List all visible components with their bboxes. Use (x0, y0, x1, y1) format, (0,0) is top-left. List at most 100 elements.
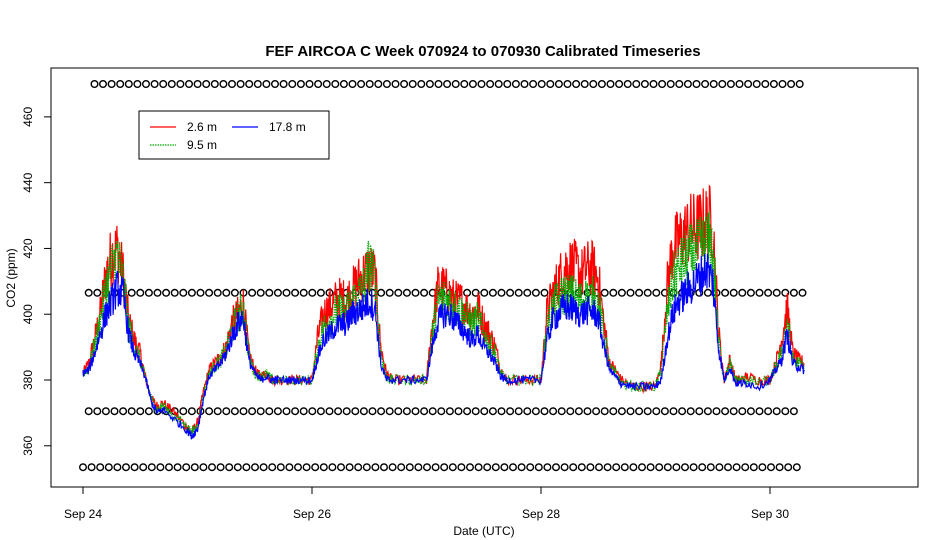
marker-point (600, 288, 609, 297)
marker-point (658, 79, 667, 88)
marker-point (144, 288, 153, 297)
marker-point (368, 407, 377, 416)
marker-point (428, 407, 437, 416)
marker-point (394, 288, 403, 297)
marker-point (205, 288, 214, 297)
marker-point (411, 407, 420, 416)
marker-point (738, 288, 747, 297)
marker-point (563, 79, 572, 88)
marker-point (583, 407, 592, 416)
marker-point (190, 463, 199, 472)
marker-point (772, 288, 781, 297)
marker-point (282, 407, 291, 416)
marker-point (520, 79, 529, 88)
marker-point (136, 288, 145, 297)
marker-point (308, 407, 317, 416)
marker-point (245, 79, 254, 88)
marker-point (457, 463, 466, 472)
marker-point (506, 288, 515, 297)
legend-entry: 2.6 m (150, 120, 217, 134)
marker-point (523, 407, 532, 416)
marker-point (377, 407, 386, 416)
marker-point (101, 407, 110, 416)
marker-point (265, 407, 274, 416)
marker-point (162, 288, 171, 297)
marker-point (549, 407, 558, 416)
marker-point (686, 407, 695, 416)
marker-point (721, 288, 730, 297)
marker-point (557, 407, 566, 416)
marker-point (729, 288, 738, 297)
marker-point (351, 407, 360, 416)
marker-point (617, 288, 626, 297)
legend: 2.6 m 9.5 m 17.8 m (138, 110, 330, 160)
marker-point (425, 79, 434, 88)
marker-point (443, 79, 452, 88)
marker-point (288, 79, 297, 88)
marker-point (597, 79, 606, 88)
marker-point (466, 463, 475, 472)
marker-point (755, 407, 764, 416)
marker-point (626, 407, 635, 416)
marker-point (620, 463, 629, 472)
marker-point (655, 463, 664, 472)
marker-point (431, 463, 440, 472)
marker-point (265, 288, 274, 297)
marker-point (529, 79, 538, 88)
marker-point (139, 463, 148, 472)
marker-point (463, 407, 472, 416)
marker-point (98, 79, 107, 88)
marker-point (133, 79, 142, 88)
marker-point (695, 407, 704, 416)
marker-point (775, 463, 784, 472)
marker-point (147, 463, 156, 472)
marker-point (199, 463, 208, 472)
marker-point (411, 288, 420, 297)
series-line-2 (82, 253, 805, 440)
marker-point (798, 288, 807, 297)
marker-point (726, 79, 735, 88)
marker-point (184, 79, 193, 88)
marker-point (156, 463, 165, 472)
marker-point (615, 79, 624, 88)
marker-point (193, 79, 202, 88)
marker-point (331, 79, 340, 88)
marker-point (348, 79, 357, 88)
marker-point (577, 463, 586, 472)
marker-point (592, 407, 601, 416)
marker-point (543, 463, 552, 472)
marker-point (683, 79, 692, 88)
marker-point (342, 407, 351, 416)
marker-point (572, 79, 581, 88)
marker-point (678, 407, 687, 416)
x-tick-label: Sep 26 (293, 507, 331, 521)
marker-point (187, 288, 196, 297)
marker-point (595, 463, 604, 472)
marker-point (638, 463, 647, 472)
marker-point (233, 463, 242, 472)
marker-point (468, 79, 477, 88)
marker-point (789, 407, 798, 416)
marker-point (319, 463, 328, 472)
marker-point (380, 463, 389, 472)
marker-point (87, 463, 96, 472)
marker-point (523, 288, 532, 297)
marker-point (764, 407, 773, 416)
marker-point (259, 463, 268, 472)
marker-point (649, 79, 658, 88)
marker-point (316, 407, 325, 416)
marker-point (566, 407, 575, 416)
marker-point (721, 407, 730, 416)
legend-label: 9.5 m (187, 138, 217, 152)
marker-point (735, 79, 744, 88)
marker-point (792, 463, 801, 472)
marker-point (675, 79, 684, 88)
marker-point (454, 407, 463, 416)
marker-point (371, 463, 380, 472)
marker-point (388, 463, 397, 472)
marker-point (322, 79, 331, 88)
marker-point (761, 79, 770, 88)
marker-point (758, 463, 767, 472)
marker-point (325, 407, 334, 416)
